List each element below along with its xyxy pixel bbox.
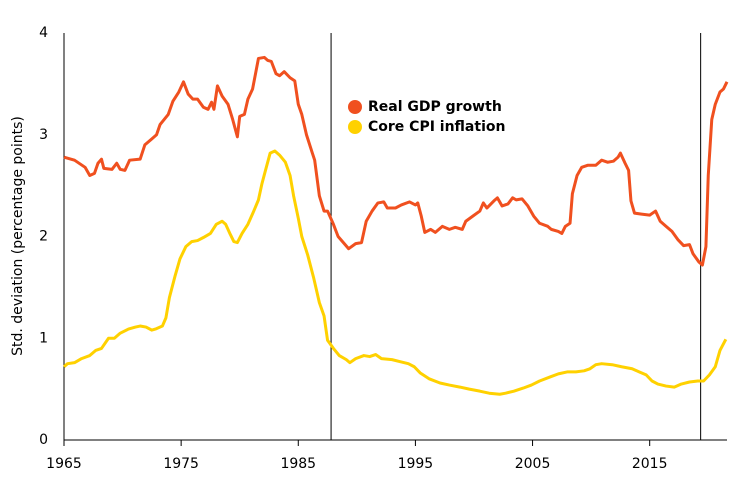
x-tick-label: 1975 [163,456,199,472]
series-line [63,55,729,267]
y-axis-label: Std. deviation (percentage points) [10,116,26,356]
y-tick-label: 1 [39,330,48,346]
x-tick-label: 1995 [398,456,434,472]
y-tick-label: 2 [39,229,48,245]
series-line [63,149,728,396]
legend-label: Core CPI inflation [368,119,505,135]
y-tick-label: 4 [39,25,48,41]
legend-marker [348,120,362,134]
y-tick-label: 3 [39,127,48,143]
legend-marker [348,100,362,114]
legend-label: Real GDP growth [368,99,502,115]
x-tick-label: 2005 [515,456,551,472]
x-tick-label: 1985 [280,456,316,472]
y-tick-label: 0 [39,432,48,448]
x-tick-label: 1965 [46,456,82,472]
x-tick-label: 2015 [632,456,668,472]
